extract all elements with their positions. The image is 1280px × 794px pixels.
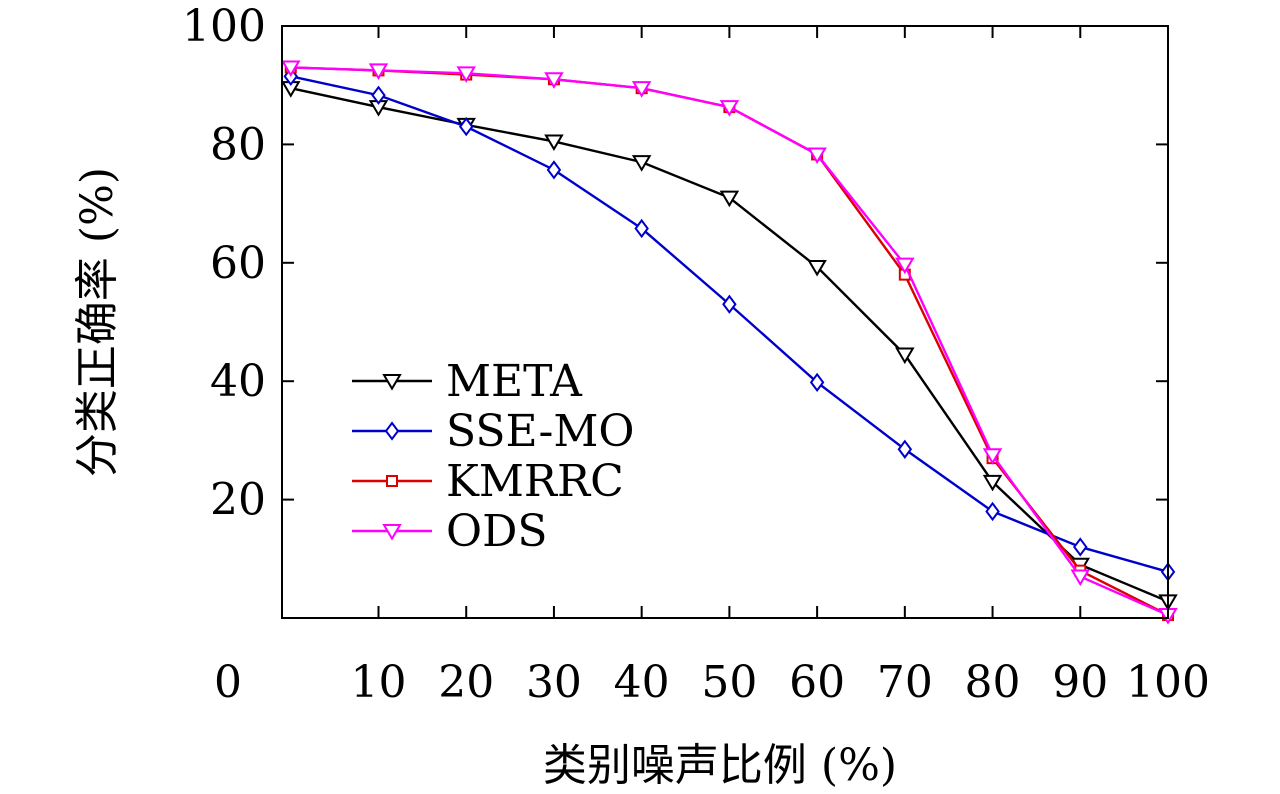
legend-item: META: [352, 356, 583, 407]
legend-label: KMRRC: [446, 456, 624, 507]
data-point: [722, 294, 737, 314]
x-tick-label: 80: [965, 657, 1021, 708]
x-tick-label: 90: [1052, 657, 1108, 708]
data-point: [368, 63, 389, 80]
data-point: [895, 347, 915, 365]
legend-marker: [384, 421, 400, 441]
x-tick-label: 0: [214, 657, 242, 708]
data-point: [546, 160, 562, 180]
series-line: [290, 66, 1169, 617]
data-point: [807, 259, 827, 277]
legend-label: META: [446, 356, 583, 407]
y-tick-label: 60: [210, 238, 266, 289]
series-meta: [281, 81, 1178, 611]
data-point: [631, 81, 652, 98]
data-point: [1073, 537, 1088, 557]
data-point: [634, 218, 649, 239]
legend-marker: [382, 374, 402, 391]
series-kmrrc: [284, 61, 1174, 622]
data-point: [985, 501, 1000, 522]
plot-frame: [281, 25, 1169, 619]
x-tick-label: 100: [1126, 657, 1210, 708]
data-point: [281, 60, 301, 78]
data-point: [719, 190, 740, 208]
series-ods: [281, 60, 1178, 625]
x-tick-label: 70: [877, 657, 933, 708]
series-line: [290, 75, 1169, 573]
y-tick-label: 80: [210, 119, 266, 170]
x-tick-label: 60: [789, 657, 845, 708]
data-point: [982, 448, 1003, 465]
x-tick-label: 50: [701, 657, 757, 708]
x-tick-label: 10: [350, 657, 406, 708]
x-tick-label: 40: [614, 657, 670, 708]
data-point: [807, 147, 827, 165]
x-tick-label: 20: [438, 657, 494, 708]
legend-item: ODS: [352, 506, 548, 557]
series-line: [290, 86, 1169, 603]
legend-marker: [386, 475, 398, 487]
data-point: [456, 66, 476, 83]
data-point: [719, 100, 740, 117]
x-axis-title: 类别噪声比例 (%): [543, 740, 897, 791]
data-point: [544, 134, 564, 152]
data-point: [897, 439, 913, 459]
legend-label: ODS: [446, 506, 548, 557]
legend-item: SSE-MO: [352, 406, 634, 457]
y-tick-label: 100: [182, 1, 266, 52]
y-tick-label: 20: [210, 475, 266, 526]
legend-item: KMRRC: [352, 456, 624, 507]
series-line: [290, 66, 1169, 617]
y-axis-title: 分类正确率 (%): [72, 167, 123, 477]
series-layer: [281, 60, 1178, 625]
data-point: [544, 72, 564, 89]
legend-marker: [382, 524, 402, 541]
legend-label: SSE-MO: [446, 406, 634, 457]
data-point: [371, 85, 386, 105]
data-point: [982, 474, 1003, 492]
x-tick-label: 30: [526, 657, 582, 708]
data-point: [631, 155, 652, 172]
y-tick-label: 40: [210, 356, 266, 407]
data-point: [458, 116, 474, 137]
data-point: [895, 257, 915, 275]
data-point: [809, 372, 825, 393]
ticks-layer: 0 10 20 30 40 50 60 70 80 90 100 20 40 60 80 100: [182, 1, 1210, 708]
data-point: [1070, 569, 1091, 587]
series-sse-mo: [283, 66, 1176, 582]
